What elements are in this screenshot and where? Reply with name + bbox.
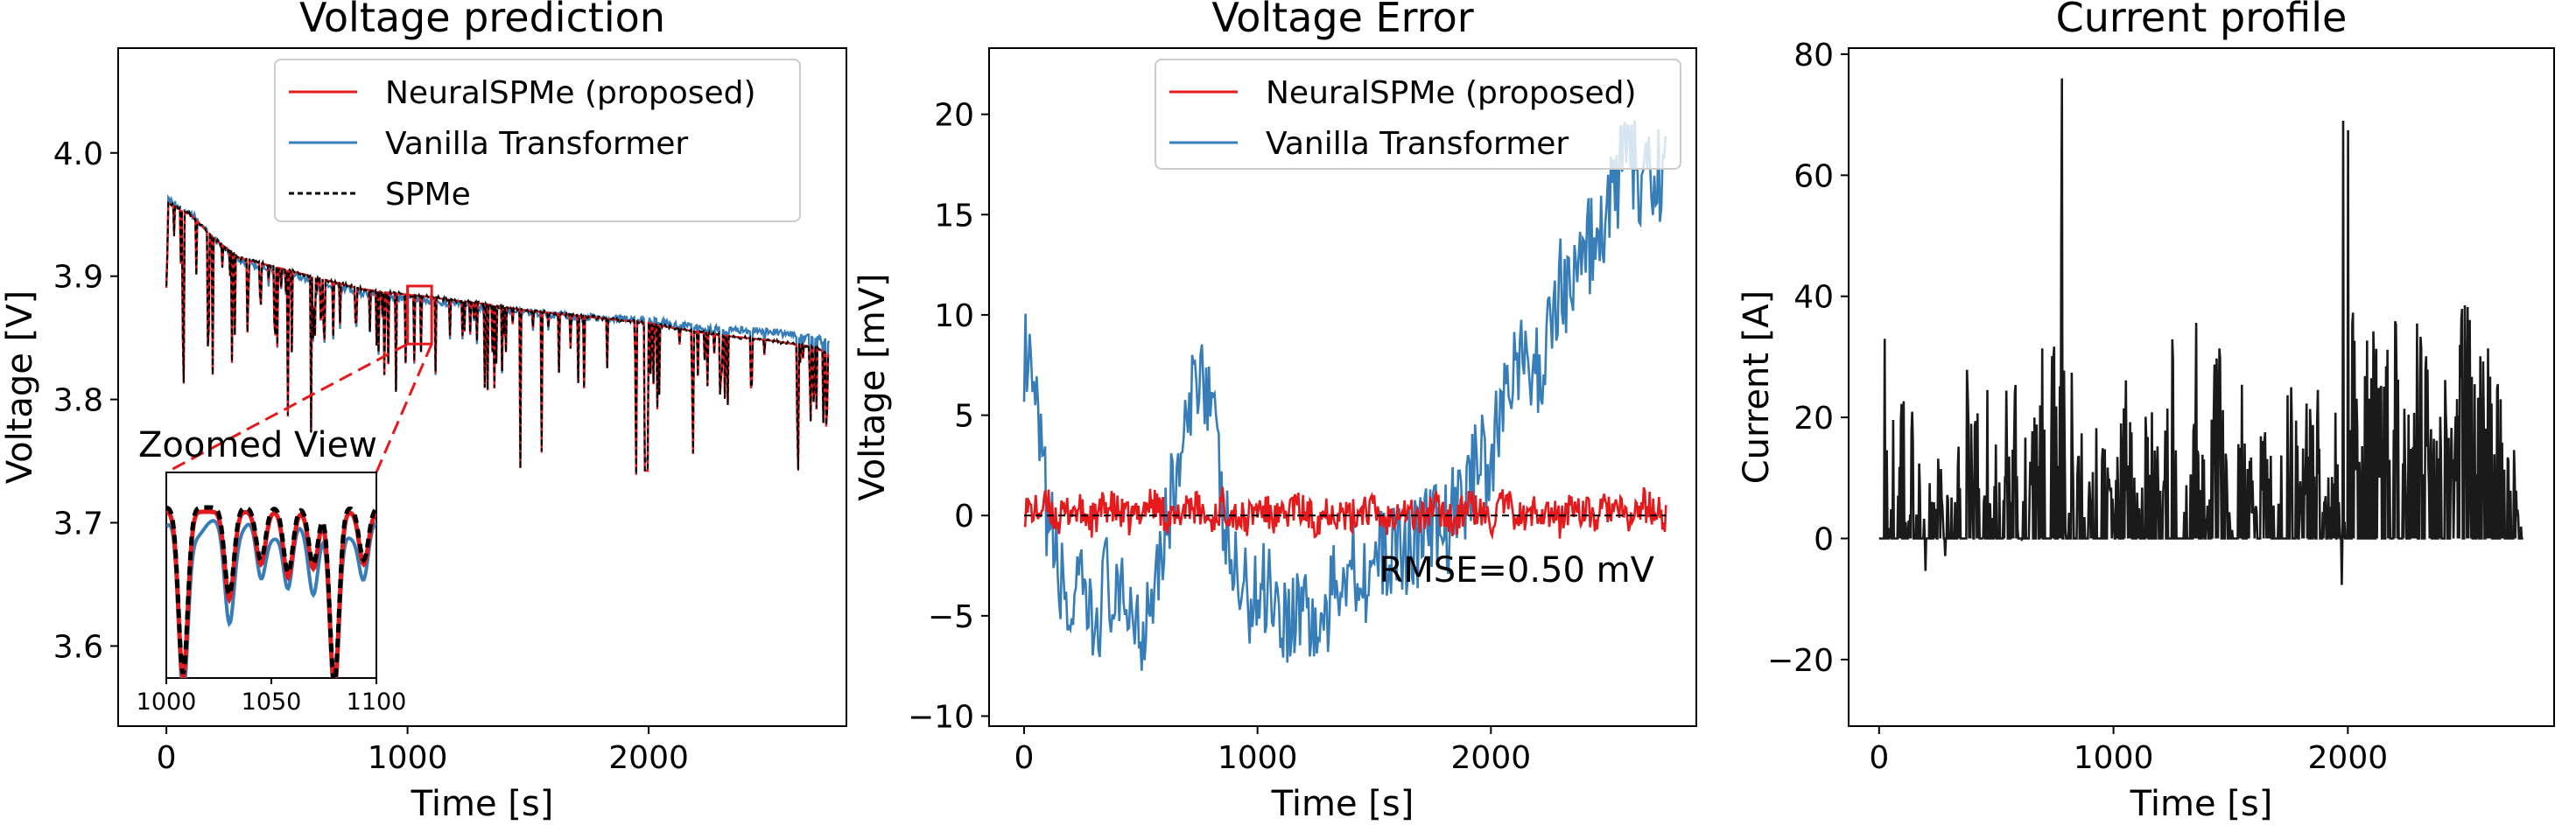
chart-title: Current profile — [2056, 0, 2348, 41]
panel-3: 0 1000 2000 −20 0 20 40 60 80 Current profile Time… — [1737, 0, 2555, 824]
axes-frame — [988, 47, 1697, 727]
x-tick-label: 0 — [157, 740, 177, 776]
legend-frame — [1155, 59, 1681, 170]
plot-area — [1849, 48, 2554, 726]
y-tick-label: 3.7 — [53, 507, 103, 542]
legend: NeuralSPMe (proposed) Vanilla Transformer… — [274, 59, 801, 222]
series-line-vanilla-transformer — [1022, 120, 1667, 671]
y-tick-label: 80 — [1793, 38, 1834, 73]
plot-lines — [165, 193, 831, 475]
panel-1: 0 1000 2000 3.6 3.7 3.8 3.9 4.0 Voltage predicti… — [0, 0, 847, 824]
y-axis-label: Voltage [mV] — [853, 273, 893, 500]
x-tick-label: 2000 — [1451, 740, 1532, 776]
y-tick-label: −10 — [908, 700, 974, 736]
legend-label: NeuralSPMe (proposed) — [1266, 75, 1637, 111]
y-tick-label: 3.6 — [53, 629, 103, 665]
x-tick-label: 0 — [1869, 740, 1889, 776]
chart-title: Voltage Error — [1211, 0, 1473, 41]
y-tick-label: 4.0 — [53, 136, 103, 172]
inset-x-tick-label: 1100 — [347, 689, 407, 716]
x-tick-label: 1000 — [2074, 740, 2154, 776]
y-tick-label: 10 — [934, 298, 974, 334]
series-line-neuralspme — [1023, 486, 1667, 541]
inset-frame — [165, 472, 377, 679]
x-axis-label: Time [s] — [411, 784, 554, 824]
axes-frame — [117, 47, 847, 727]
legend: NeuralSPMe (proposed) Vanilla Transformer — [1155, 59, 1681, 170]
zoom-source-box — [406, 284, 433, 346]
x-tick-label: 1000 — [368, 740, 448, 776]
y-tick-label: 0 — [954, 499, 974, 535]
x-axis-label: Time [s] — [2130, 784, 2273, 824]
legend-label: Vanilla Transformer — [1266, 126, 1569, 162]
y-tick-label: 3.8 — [53, 383, 103, 419]
x-tick-label: 2000 — [608, 740, 689, 776]
zoom-connector-right — [375, 343, 433, 473]
y-tick-label: 60 — [1793, 158, 1834, 194]
panel-2: 0 1000 2000 −10 −5 0 5 10 15 20 Voltage Error Time … — [853, 0, 1697, 824]
x-axis-label: Time [s] — [1271, 784, 1414, 824]
rmse-annotation: RMSE=0.50 mV — [1379, 550, 1654, 591]
y-tick-label: −20 — [1767, 643, 1834, 679]
y-tick-label: 20 — [1793, 401, 1834, 437]
legend-label: SPMe — [385, 177, 471, 213]
axes-frame — [1848, 47, 2555, 727]
series-line-spme — [165, 200, 830, 475]
x-tick-label: 2000 — [2308, 740, 2389, 776]
inset-title: Zoomed View — [138, 425, 377, 465]
plot-lines — [1878, 78, 2523, 585]
plot-lines — [1022, 120, 1667, 671]
y-axis-label: Voltage [V] — [0, 290, 40, 484]
y-tick-label: 3.9 — [53, 260, 103, 296]
y-tick-label: −5 — [928, 599, 974, 635]
y-tick-label: 40 — [1793, 280, 1834, 316]
inset-x-tick-label: 1000 — [137, 689, 197, 716]
y-tick-label: 15 — [934, 198, 974, 234]
inset-lines — [166, 505, 376, 678]
zoom-connector-left — [165, 342, 409, 474]
x-tick-label: 0 — [1014, 740, 1035, 776]
x-tick-label: 1000 — [1218, 740, 1298, 776]
legend-frame — [274, 59, 801, 222]
legend-label: NeuralSPMe (proposed) — [385, 75, 756, 111]
y-axis-label: Current [A] — [1737, 290, 1777, 485]
legend-label: Vanilla Transformer — [385, 126, 688, 162]
y-tick-label: 5 — [954, 399, 974, 435]
y-tick-label: 20 — [934, 98, 974, 134]
chart-title: Voltage prediction — [299, 0, 665, 41]
inset-x-tick-label: 1050 — [242, 689, 302, 716]
inset-zoomed-view: Zoomed View 1000 1050 1100 — [137, 425, 407, 716]
series-line-current — [1878, 78, 2523, 585]
y-tick-label: 0 — [1814, 521, 1834, 557]
